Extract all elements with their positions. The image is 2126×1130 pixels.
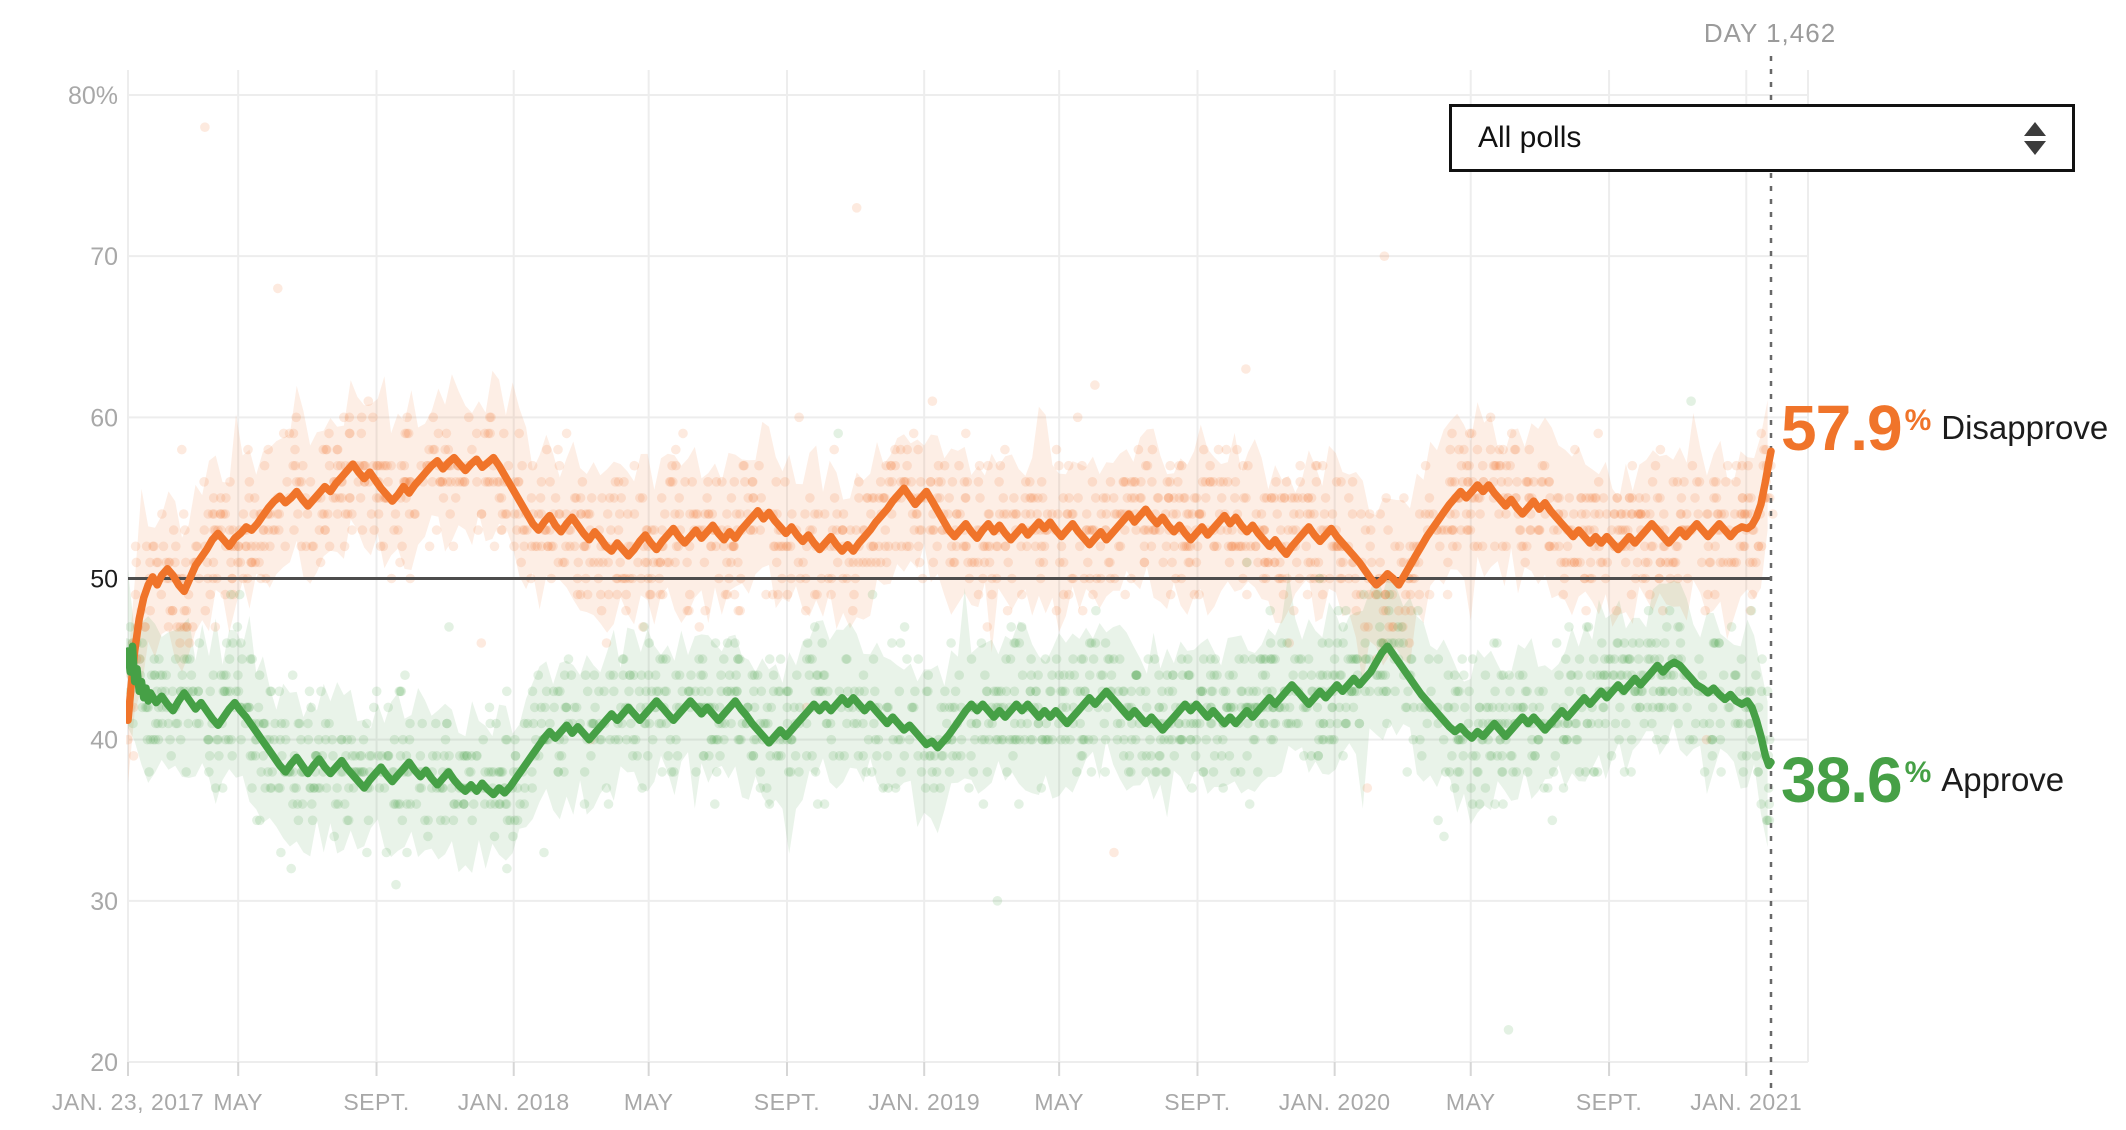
x-axis-label: JAN. 2019 [868,1089,980,1115]
x-axis-label: SEPT. [1164,1089,1230,1115]
arrow-up-icon [2024,121,2046,136]
x-axis-label: MAY [1034,1089,1084,1115]
x-axis-label: MAY [213,1089,263,1115]
x-axis-label: SEPT. [1576,1089,1642,1115]
y-axis-label: 70 [90,243,118,271]
y-axis-label: 60 [90,404,118,432]
disapprove-label: Disapprove [1941,409,2109,446]
x-axis-label: SEPT. [343,1089,409,1115]
dropdown-updown-arrows-icon [2024,121,2046,155]
y-axis-label: 50 [90,566,118,594]
approve-callout: 38.6 % Approve [1781,744,2065,816]
x-axis-label: MAY [1446,1089,1496,1115]
poll-filter-selected-value: All polls [1478,121,1582,154]
y-axis-label: 30 [90,888,118,916]
x-axis-label: JAN. 2021 [1690,1089,1802,1115]
arrow-down-icon [2024,140,2046,155]
disapprove-percent-sign: % [1904,404,1932,437]
disapprove-value: 57.9 [1781,392,1903,464]
gridlines [127,70,1809,1063]
axes: JAN. 23, 2017 MAY SEPT. JAN. 2018 MAY SEPT. JA… [52,82,1802,1115]
approve-trend-line [126,642,1775,799]
y-axis-label: 40 [90,727,118,755]
disapprove-trend-line [126,447,1775,725]
confidence-bands [128,370,1768,873]
approve-label: Approve [1941,761,2065,798]
approve-value: 38.6 [1781,744,1903,816]
approve-percent-sign: % [1904,756,1932,789]
x-axis-label: MAY [624,1089,674,1115]
x-axis-label: JAN. 2018 [458,1089,570,1115]
y-axis-label: 20 [90,1049,118,1077]
y-axis-label: 80% [68,82,118,110]
day-indicator-label: DAY 1,462 [1703,18,1837,48]
poll-filter-dropdown[interactable]: All polls [1449,104,2075,172]
x-axis-label: JAN. 23, 2017 [52,1089,204,1115]
trend-lines [126,447,1775,799]
disapprove-callout: 57.9 % Disapprove [1781,392,2109,464]
x-axis-label: JAN. 2020 [1279,1089,1391,1115]
x-axis-label: SEPT. [754,1089,820,1115]
